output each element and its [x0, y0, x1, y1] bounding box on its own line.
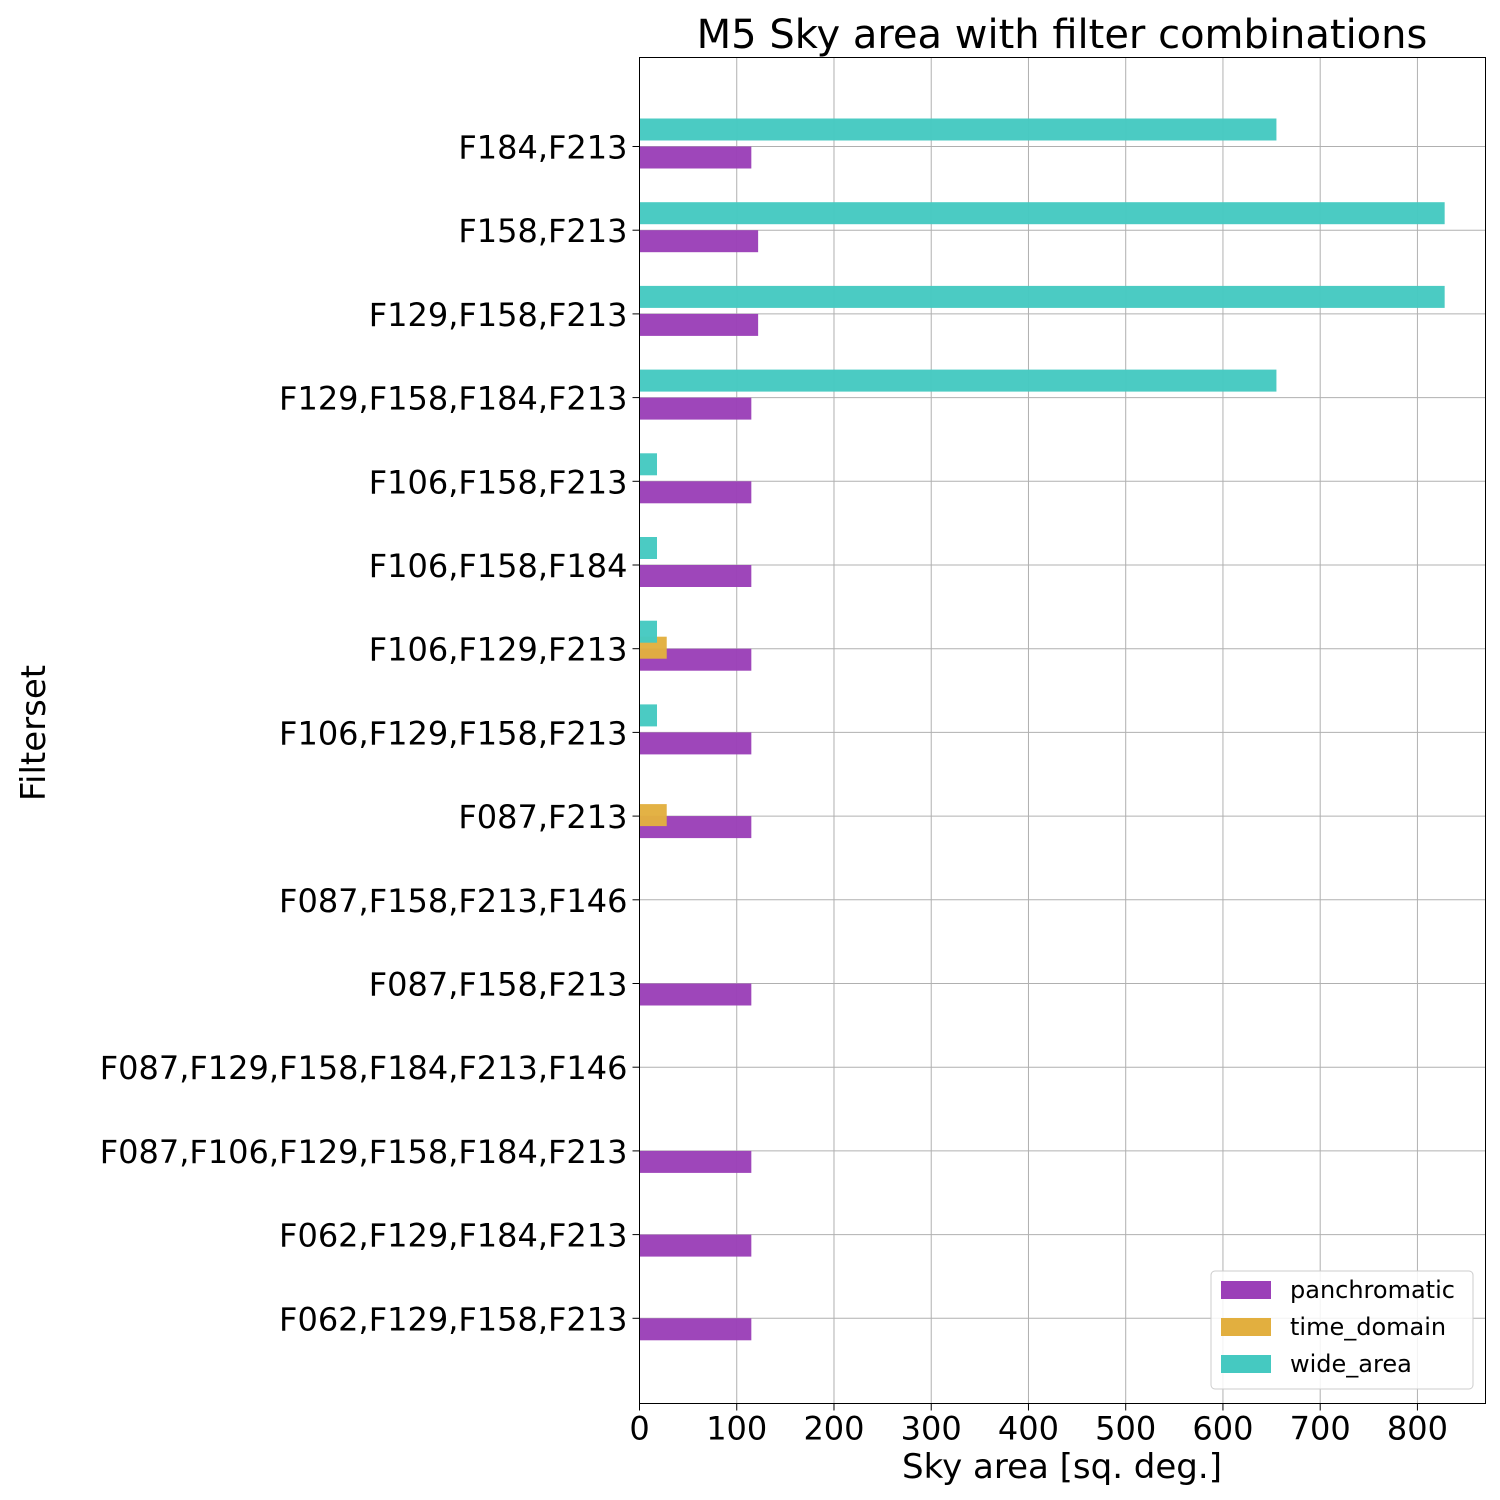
y-tick-label: F184,F213 [458, 129, 627, 167]
bar-panchromatic [639, 146, 752, 169]
y-axis-label: Filterset [14, 665, 54, 801]
bar-panchromatic [639, 397, 752, 420]
grid-layer [639, 57, 1486, 1404]
x-tick-label: 100 [706, 1410, 767, 1448]
legend-swatch [1221, 1355, 1271, 1373]
bar-time-domain [639, 804, 667, 827]
bar-panchromatic [639, 1234, 752, 1257]
y-tick-label: F129,F158,F184,F213 [279, 380, 627, 418]
chart-title: M5 Sky area with filter combinations [697, 12, 1428, 58]
bar-panchromatic [639, 313, 759, 336]
y-tick-label: F087,F106,F129,F158,F184,F213 [100, 1133, 628, 1171]
bar-wide-area [639, 369, 1277, 392]
x-tick-label: 600 [1192, 1410, 1253, 1448]
bar-panchromatic [639, 983, 752, 1006]
y-tick-label: F106,F158,F213 [369, 463, 628, 501]
y-tick-label: F158,F213 [458, 212, 627, 250]
x-tick-label: 700 [1290, 1410, 1351, 1448]
bar-panchromatic [639, 230, 759, 253]
bars-layer [639, 118, 1445, 1341]
bar-panchromatic [639, 816, 752, 839]
bar-wide-area [639, 537, 658, 559]
y-tick-label: F106,F158,F184 [369, 547, 628, 585]
y-tick-label: F087,F213 [458, 798, 627, 836]
bar-panchromatic [639, 565, 752, 587]
x-tick-label: 800 [1387, 1410, 1448, 1448]
bar-wide-area [639, 118, 1277, 141]
bar-panchromatic [639, 732, 752, 755]
x-tick-label: 0 [629, 1410, 649, 1448]
legend: panchromatic time_domain wide_area [1210, 1270, 1474, 1390]
bar-panchromatic [639, 1150, 752, 1173]
y-tick-label: F062,F129,F158,F213 [279, 1300, 627, 1338]
bar-panchromatic [639, 648, 752, 671]
bar-panchromatic [639, 481, 752, 504]
y-tick-label: F087,F129,F158,F184,F213,F146 [100, 1049, 628, 1087]
bar-wide-area [639, 704, 658, 727]
bar-wide-area [639, 620, 658, 643]
y-tick-label: F087,F158,F213 [369, 966, 628, 1004]
y-tick-label: F087,F158,F213,F146 [279, 882, 627, 920]
plot-frame [639, 57, 1486, 1404]
y-tick-label: F062,F129,F184,F213 [279, 1217, 627, 1255]
x-tick-label: 200 [803, 1410, 864, 1448]
x-tick-label: 500 [1095, 1410, 1156, 1448]
legend-label: wide_area [1290, 1350, 1412, 1378]
bar-wide-area [639, 453, 658, 476]
x-tick-label: 400 [998, 1410, 1059, 1448]
x-tick-label: 300 [901, 1410, 962, 1448]
legend-swatch [1221, 1281, 1271, 1299]
bar-wide-area [639, 202, 1445, 225]
x-axis-label: Sky area [sq. deg.] [902, 1447, 1222, 1487]
legend-swatch [1221, 1318, 1271, 1336]
y-tick-label: F129,F158,F213 [369, 296, 628, 334]
legend-label: panchromatic [1290, 1276, 1455, 1304]
legend-frame [1210, 1270, 1474, 1390]
legend-label: time_domain [1290, 1313, 1446, 1341]
x-tick-layer: 0 100 200 300 400 500 600 700 800 [629, 1403, 1448, 1448]
y-tick-layer: F184,F213 F158,F213 F129,F158,F213 F129,F15… [100, 129, 640, 1338]
bar-panchromatic [639, 1318, 752, 1341]
y-tick-label: F106,F129,F213 [369, 631, 628, 669]
y-tick-label: F106,F129,F158,F213 [279, 714, 627, 752]
bar-wide-area [639, 285, 1445, 308]
